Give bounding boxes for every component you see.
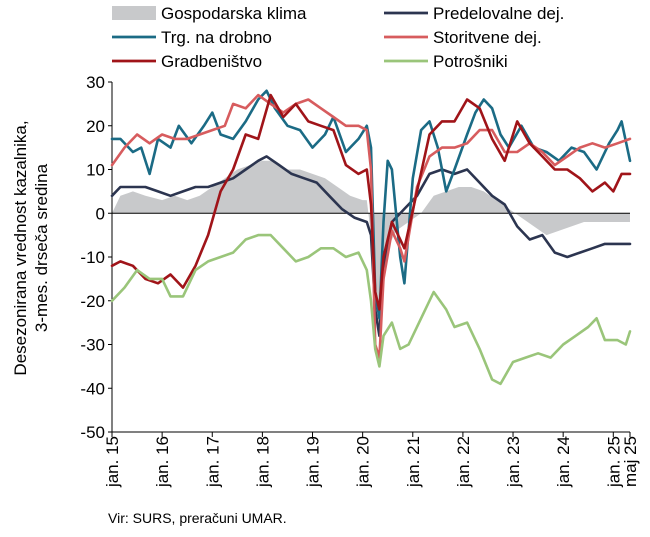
x-tick-label: jan. 18 [253,436,272,488]
x-tick-label: jan. 21 [404,436,423,488]
source-note: Vir: SURS, preračuni UMAR. [108,510,287,526]
legend-label: Storitvene dej. [433,28,542,47]
y-tick-label: -20 [80,292,105,311]
y-tick-label: 0 [96,204,105,223]
lines-layer [110,89,632,386]
x-tick-label: jan. 20 [354,436,373,488]
y-tick-label: -30 [80,336,105,355]
legend-swatch [112,6,156,20]
x-tick-label: jan. 17 [203,436,222,488]
legend-label: Gradbeništvo [161,52,262,71]
x-tick-label: jan. 16 [153,436,172,488]
area-layer [112,160,630,336]
x-tick-label: jan. 24 [554,436,573,488]
y-tick-label: -50 [80,423,105,442]
series-line-5 [110,233,632,386]
y-tick-label: 30 [86,73,105,92]
y-axis-label-line-2: 3-mes. drseča sredina [32,163,51,332]
x-tick-label: jan. 25 [604,436,623,488]
x-tick-label: jan. 15 [103,436,122,488]
x-tick-label: jan. 19 [304,436,323,488]
y-tick-label: 10 [86,161,105,180]
legend-label: Predelovalne dej. [433,4,564,23]
y-tick-label: 20 [86,117,105,136]
legend-label: Gospodarska klima [161,4,307,23]
x-tick-label: jan. 23 [504,436,523,488]
y-tick-label: -10 [80,248,105,267]
legend-label: Trg. na drobno [161,28,272,47]
y-axis-label-line-1: Desezonirana vrednost kazalnika, [11,120,30,375]
series-area-0 [112,160,630,336]
legend: Gospodarska klima Predelovalne dej. Trg. n… [112,4,564,71]
x-tick-label: maj 25 [621,436,640,487]
x-tick-label: jan. 22 [454,436,473,488]
series-line-4 [110,93,632,311]
y-tick-label: -40 [80,379,105,398]
legend-label: Potrošniki [433,52,508,71]
